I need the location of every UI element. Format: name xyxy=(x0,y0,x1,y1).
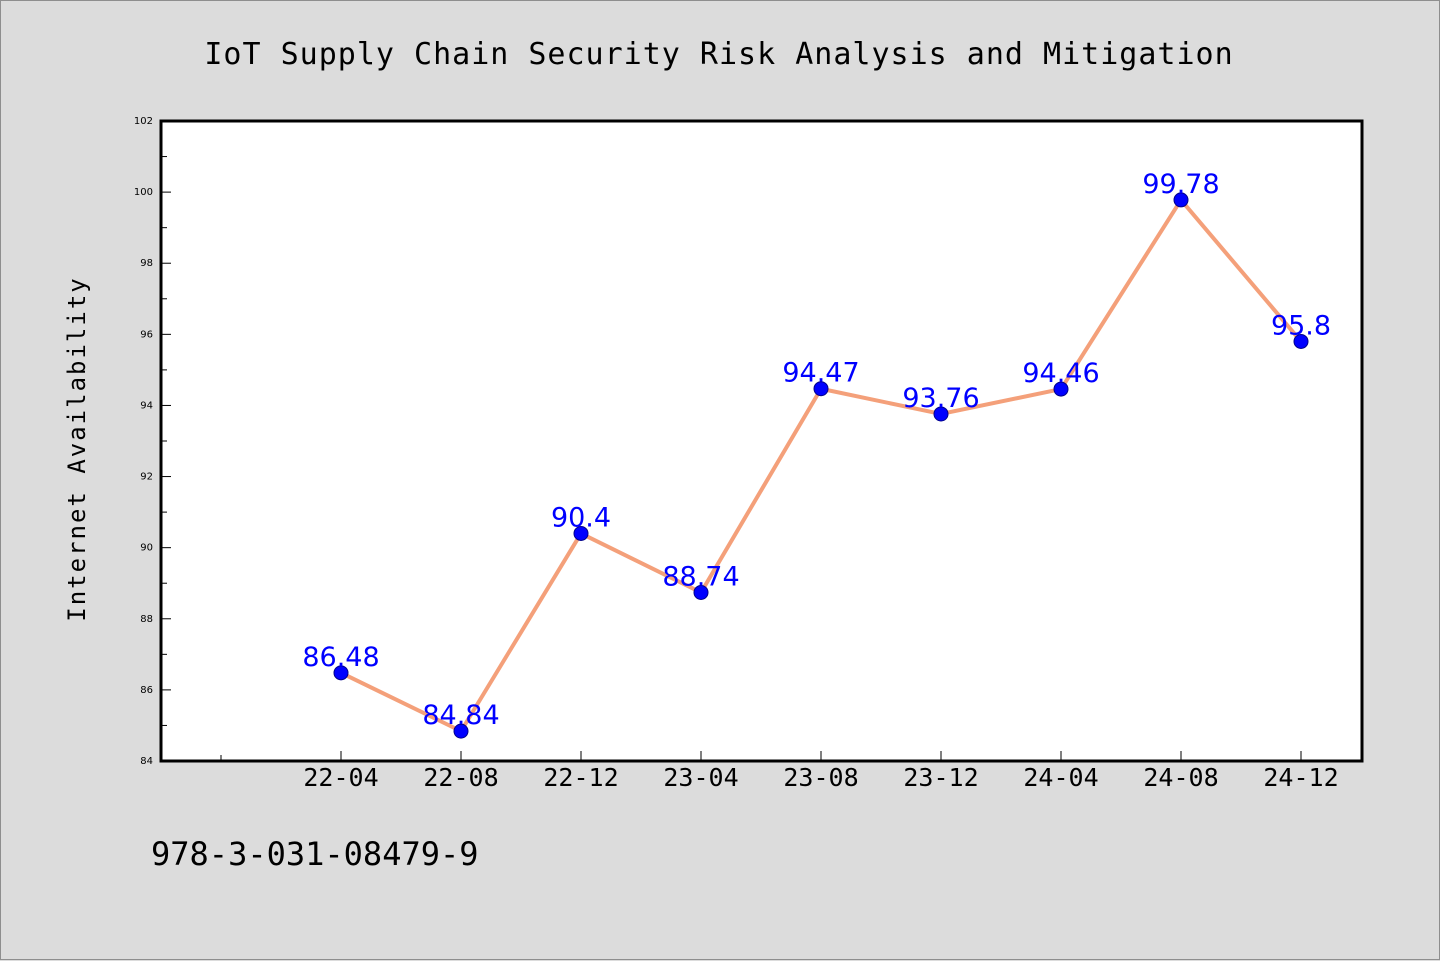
x-tick-label: 24-12 xyxy=(1263,763,1338,792)
data-point xyxy=(453,723,469,739)
data-point xyxy=(333,665,349,681)
x-tick-label: 24-04 xyxy=(1023,763,1098,792)
data-point xyxy=(933,406,949,422)
y-tick-label: 84 xyxy=(140,756,153,767)
y-axis-label: Internet Availability xyxy=(63,276,91,621)
y-tick-label: 102 xyxy=(134,116,153,127)
data-point xyxy=(1053,381,1069,397)
data-point xyxy=(693,584,709,600)
data-label: 84.84 xyxy=(422,700,499,731)
data-label: 90.4 xyxy=(551,502,611,533)
y-tick-label: 88 xyxy=(140,614,153,625)
data-label: 94.47 xyxy=(782,358,859,389)
footer-isbn: 978-3-031-08479-9 xyxy=(151,835,479,873)
y-axis-ticks: 84 86 88 90 92 94 96 98 100 102 xyxy=(134,116,171,767)
x-tick-label: 23-08 xyxy=(783,763,858,792)
data-labels: 86.48 84.84 90.4 88.74 94.47 93.76 94.46 99.78 9… xyxy=(302,169,1331,731)
x-tick-label: 23-12 xyxy=(903,763,978,792)
y-tick-label: 98 xyxy=(140,258,153,269)
data-label: 93.76 xyxy=(902,383,979,414)
x-axis-ticks: 22-04 22-08 22-12 23-04 23-08 23-12 24-04 24-08… xyxy=(220,751,1339,792)
y-tick-label: 90 xyxy=(140,543,153,554)
y-tick-label: 86 xyxy=(140,685,153,696)
data-point xyxy=(1173,192,1189,208)
y-tick-label: 100 xyxy=(134,187,153,198)
x-tick-label: 23-04 xyxy=(663,763,738,792)
data-label: 95.8 xyxy=(1271,310,1331,341)
x-tick-label: 24-08 xyxy=(1143,763,1218,792)
y-tick-label: 94 xyxy=(140,400,153,411)
y-tick-label: 96 xyxy=(140,329,153,340)
data-markers xyxy=(333,192,1309,739)
data-label: 99.78 xyxy=(1142,169,1219,200)
y-tick-label: 92 xyxy=(140,472,153,483)
x-tick-label: 22-08 xyxy=(423,763,498,792)
data-point xyxy=(573,525,589,541)
data-point xyxy=(1293,333,1309,349)
data-point xyxy=(813,381,829,397)
data-label: 88.74 xyxy=(662,561,739,592)
data-label: 94.46 xyxy=(1022,358,1099,389)
data-label: 86.48 xyxy=(302,642,379,673)
x-tick-label: 22-04 xyxy=(303,763,378,792)
chart-title: IoT Supply Chain Security Risk Analysis … xyxy=(204,37,1233,72)
x-tick-label: 22-12 xyxy=(543,763,618,792)
